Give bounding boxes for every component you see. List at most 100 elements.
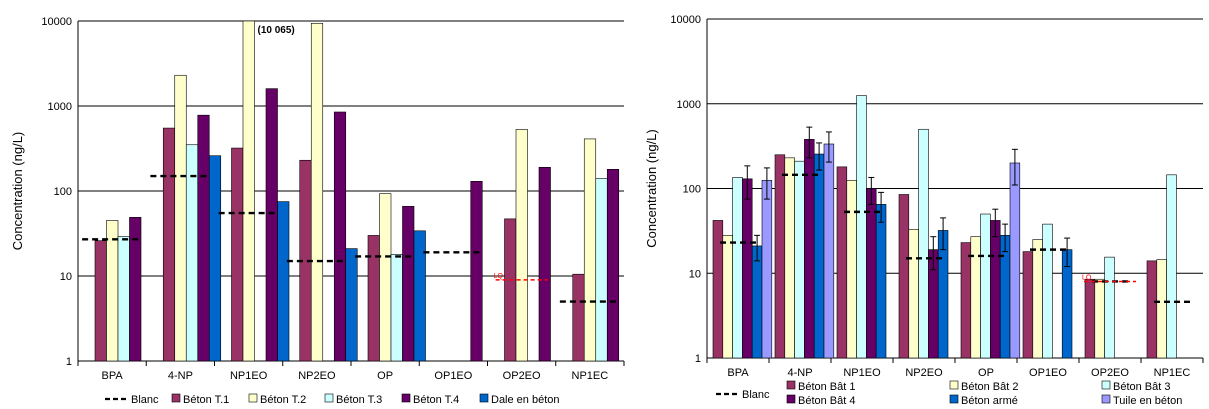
y-tick-label: 1 xyxy=(695,353,701,365)
x-tick-label: OP xyxy=(377,370,393,382)
bar xyxy=(379,193,392,362)
bar xyxy=(333,111,347,362)
lq-label: LQ xyxy=(1082,274,1092,281)
bar xyxy=(1022,251,1034,359)
x-tick-label: NP1EO xyxy=(230,370,268,382)
chart-2: 1 10 100 1000 10000 Concentration (ng/L) BPA 4-… xyxy=(644,14,1204,407)
bar xyxy=(117,236,130,362)
bar xyxy=(504,218,517,362)
bar xyxy=(1104,256,1115,359)
bar xyxy=(898,194,910,359)
bar xyxy=(813,153,825,359)
legend-label: Béton T.2 xyxy=(260,394,306,406)
bar xyxy=(908,229,919,359)
x-tick-label: NP1EC xyxy=(572,370,609,382)
y-tick-label: 1 xyxy=(66,356,72,368)
y-tick-label: 10000 xyxy=(670,14,701,26)
bar xyxy=(538,167,551,362)
bar xyxy=(1156,259,1167,359)
bar xyxy=(174,74,187,362)
x-tick-label: NP2EO xyxy=(298,370,336,382)
bar xyxy=(1042,223,1053,359)
bar xyxy=(583,138,597,362)
bar xyxy=(367,235,380,362)
bar xyxy=(390,254,403,362)
bar xyxy=(470,181,483,362)
bar xyxy=(722,235,733,359)
bar xyxy=(1146,260,1158,359)
legend-label: Béton Bât 2 xyxy=(961,381,1019,393)
x-tick-label: OP2EO xyxy=(503,370,541,382)
bar xyxy=(980,213,991,359)
bar xyxy=(804,139,815,359)
legend-label: Béton Bât 3 xyxy=(1113,381,1171,393)
bar xyxy=(129,217,142,362)
bar xyxy=(595,178,608,362)
legend-label: Béton T.1 xyxy=(183,394,229,406)
bar xyxy=(572,273,585,362)
bar xyxy=(1032,239,1043,359)
bar xyxy=(712,220,724,359)
bar xyxy=(836,166,848,359)
y-tick-label: 10000 xyxy=(41,16,72,28)
x-tick-label: 4-NP xyxy=(168,370,193,382)
legend-label: Béton Bât 4 xyxy=(798,395,856,407)
legend-label: Tuile en béton xyxy=(1113,395,1182,407)
y-axis-label: Concentration (ng/L) xyxy=(644,129,659,248)
bar xyxy=(960,242,972,359)
lq-label: LQ xyxy=(494,273,504,280)
legend-label: Blanc xyxy=(742,389,770,401)
bar xyxy=(265,88,278,362)
bar xyxy=(918,128,929,359)
bar xyxy=(999,235,1011,359)
x-tick-label: 4-NP xyxy=(787,367,812,379)
bar xyxy=(1166,174,1177,359)
legend-swatch xyxy=(479,393,489,403)
x-tick-label: OP xyxy=(978,367,994,379)
bar xyxy=(742,178,753,359)
legend-swatch xyxy=(248,393,258,403)
bar xyxy=(751,245,763,359)
bar xyxy=(761,179,773,359)
bar xyxy=(94,240,107,362)
bar xyxy=(106,220,119,362)
bar xyxy=(1084,278,1096,359)
x-tick-label: NP2EO xyxy=(905,367,943,379)
bar xyxy=(856,95,867,359)
bar xyxy=(1009,162,1021,359)
y-tick-label: 1000 xyxy=(48,101,72,113)
y-tick-label: 100 xyxy=(54,186,72,198)
y-tick-label: 10 xyxy=(689,268,701,280)
legend-swatch xyxy=(786,380,796,390)
bar xyxy=(606,169,620,362)
legend-label: Blanc xyxy=(131,394,159,406)
chart-1: 1 10 100 1000 10000 Concentration (ng/L) BPA 4-… xyxy=(10,16,625,406)
legend-swatch xyxy=(786,394,796,404)
x-tick-label: BPA xyxy=(727,367,749,379)
legend-label: Béton T.3 xyxy=(336,394,382,406)
bar xyxy=(1094,278,1105,359)
bar xyxy=(231,147,244,362)
legend-swatch xyxy=(401,393,411,403)
y-tick-label: 1000 xyxy=(677,99,701,111)
legend-label: Béton T.4 xyxy=(413,394,459,406)
bar xyxy=(875,204,887,359)
legend-swatch xyxy=(171,393,181,403)
bar xyxy=(515,129,528,362)
bar xyxy=(823,143,835,359)
annotation-label: (10 065) xyxy=(258,25,295,36)
bar xyxy=(990,220,1001,359)
y-tick-label: 10 xyxy=(60,271,72,283)
bar xyxy=(794,160,805,359)
bar xyxy=(413,230,426,362)
bar xyxy=(784,157,795,359)
bar xyxy=(208,155,222,362)
legend-label: Dale en béton xyxy=(491,394,560,406)
legend-swatch xyxy=(949,380,959,390)
legend-swatch xyxy=(1101,394,1111,404)
legend-label: Béton Bât 1 xyxy=(798,381,856,393)
bar xyxy=(846,179,857,359)
bar xyxy=(774,154,786,359)
x-tick-label: OP1EO xyxy=(434,370,472,382)
